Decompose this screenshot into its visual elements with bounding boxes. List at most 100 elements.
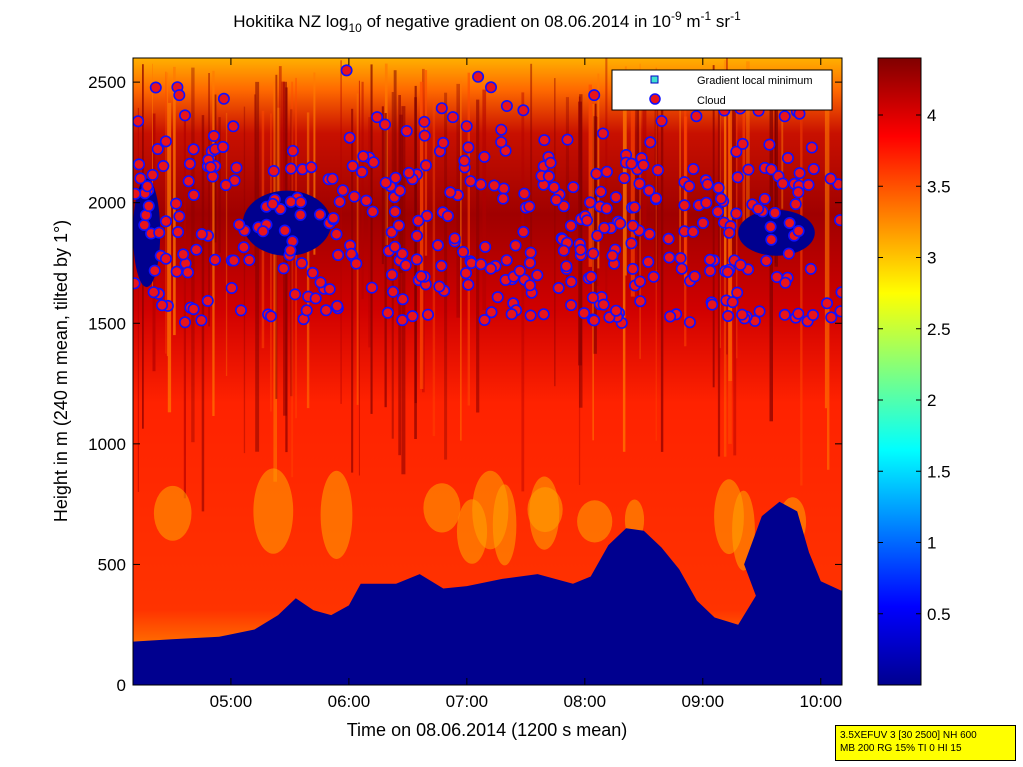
heatmap-streak (684, 85, 687, 347)
heatmap-streak (717, 86, 721, 457)
cloud-marker (484, 81, 497, 94)
cloud-marker (552, 281, 565, 294)
colorbar-tick-label: 3 (927, 249, 936, 268)
cloud-marker (142, 200, 155, 213)
cloud-marker (542, 170, 555, 183)
cloud-marker (792, 186, 805, 199)
cloud-marker (300, 304, 313, 317)
heatmap-warm-patch (253, 468, 294, 554)
cloud-marker (305, 161, 318, 174)
cloud-marker (760, 254, 773, 267)
cloud-marker (479, 240, 492, 253)
cloud-marker (396, 247, 409, 260)
cloud-marker (153, 226, 166, 239)
cloud-marker (204, 161, 217, 174)
colorbar: 0.5 1 1.5 2 2.5 3 3.5 4 (877, 57, 951, 686)
heatmap-streak (165, 71, 167, 354)
cloud-marker (734, 258, 747, 271)
cloud-marker (789, 198, 802, 211)
cloud-marker (523, 200, 536, 213)
cloud-marker (792, 225, 805, 238)
heatmap-streak (724, 80, 728, 273)
cloud-marker (419, 159, 432, 172)
cloud-marker (778, 110, 791, 123)
cloud-marker (637, 159, 650, 172)
cloud-marker (345, 247, 358, 260)
cloud-marker (495, 136, 508, 149)
cloud-marker (484, 262, 497, 275)
cloud-marker (609, 191, 622, 204)
y-axis-label: Height in m (240 m mean, tilted by 1°) (51, 220, 71, 522)
cloud-marker (233, 218, 246, 231)
cloud-marker (497, 192, 510, 205)
cloud-marker (588, 314, 601, 327)
cloud-marker (700, 196, 713, 209)
cloud-marker (625, 237, 638, 250)
cloud-marker (457, 245, 470, 258)
cloud-marker (690, 110, 703, 123)
heatmap-streak (655, 67, 657, 441)
cloud-marker (314, 276, 327, 289)
cloud-marker (340, 64, 353, 77)
y-axis: 0 500 1000 1500 2000 2500 (88, 73, 842, 695)
cloud-marker (181, 266, 194, 279)
cloud-marker (517, 225, 530, 238)
heatmap-streak (521, 92, 525, 492)
heatmap-warm-patch (320, 470, 353, 559)
cloud-marker (448, 232, 461, 245)
cloud-marker (435, 259, 448, 272)
cloud-marker (133, 187, 142, 200)
heatmap-streak (422, 68, 425, 393)
heatmap-warm-patch (529, 476, 560, 550)
cloud-marker (217, 92, 230, 105)
cloud-marker (585, 270, 598, 283)
cloud-marker (683, 316, 696, 329)
cloud-marker (626, 219, 639, 232)
cloud-marker (183, 157, 196, 170)
cloud-marker (433, 280, 446, 293)
cloud-marker (385, 268, 398, 281)
cloud-marker (478, 313, 491, 326)
cloud-marker (177, 248, 190, 261)
cloud-marker (561, 133, 574, 146)
cloud-marker (179, 109, 192, 122)
heatmap-streak (393, 70, 397, 200)
cloud-marker (366, 205, 379, 218)
colorbar-tick-label: 3.5 (927, 177, 951, 196)
x-tick-label: 05:00 (210, 692, 253, 711)
cloud-marker (170, 197, 183, 210)
heatmap-streak (137, 107, 139, 493)
cloud-marker (753, 305, 766, 318)
cloud-marker (650, 192, 663, 205)
cloud-marker (491, 291, 504, 304)
cloud-marker (474, 258, 487, 271)
cloud-marker (776, 177, 789, 190)
cloud-marker (807, 163, 820, 176)
cloud-marker (726, 296, 739, 309)
cloud-marker (182, 175, 195, 188)
cloud-marker (625, 157, 638, 170)
cloud-marker (396, 314, 409, 327)
cloud-marker (256, 225, 269, 238)
cloud-marker (606, 249, 619, 262)
heatmap-streak (291, 81, 294, 478)
heatmap-streak (800, 109, 803, 486)
cloud-marker (330, 228, 343, 241)
cloud-marker (173, 89, 186, 102)
cloud-marker (642, 255, 655, 268)
cloud-marker (662, 232, 675, 245)
cloud-marker (208, 130, 221, 143)
cloud-marker (284, 162, 297, 175)
cloud-marker (173, 210, 186, 223)
cloud-marker (294, 196, 307, 209)
cloud-marker (495, 123, 508, 136)
heatmap-streak (191, 67, 195, 443)
cloud-marker (792, 307, 805, 320)
heatmap-streak (254, 94, 256, 267)
cloud-marker (764, 220, 777, 233)
heatmap-streak (208, 73, 210, 327)
cloud-marker (392, 219, 405, 232)
cloud-marker (628, 201, 641, 214)
cloud-marker (531, 269, 544, 282)
